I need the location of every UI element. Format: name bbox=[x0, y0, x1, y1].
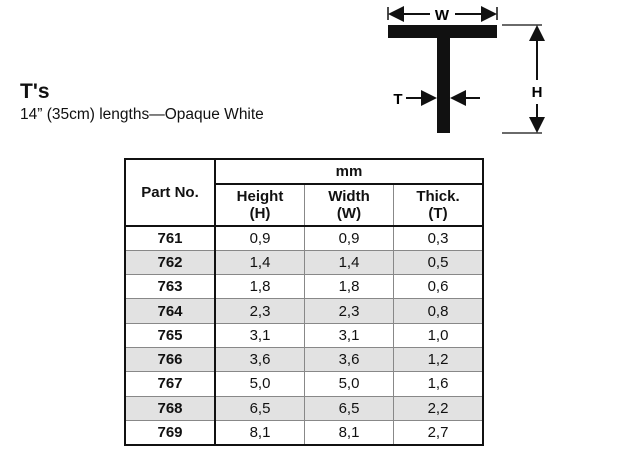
thickness-header: Thick. (T) bbox=[393, 183, 484, 227]
part-number: 768 bbox=[124, 395, 216, 421]
height-value: 5,0 bbox=[214, 371, 305, 397]
table-row: 764 2,3 2,3 0,8 bbox=[124, 298, 484, 324]
table-row: 762 1,4 1,4 0,5 bbox=[124, 249, 484, 276]
width-value: 1,8 bbox=[304, 274, 394, 300]
thickness-value: 2,7 bbox=[393, 419, 484, 446]
width-value: 8,1 bbox=[304, 419, 394, 446]
part-number: 762 bbox=[124, 249, 216, 276]
thickness-value: 0,6 bbox=[393, 274, 484, 300]
height-value: 8,1 bbox=[214, 419, 305, 446]
table-row: 767 5,0 5,0 1,6 bbox=[124, 371, 484, 397]
width-value: 3,6 bbox=[304, 346, 394, 373]
width-value: 2,3 bbox=[304, 298, 394, 324]
dimensions-table: Part No. mm Height (H) Width (W) Thick. (T)… bbox=[124, 158, 484, 446]
table-row: 769 8,1 8,1 2,7 bbox=[124, 419, 484, 446]
width-value: 1,4 bbox=[304, 249, 394, 276]
table-row: 766 3,6 3,6 1,2 bbox=[124, 346, 484, 373]
page-title: T's bbox=[20, 80, 50, 103]
part-number: 767 bbox=[124, 371, 216, 397]
t-label: T bbox=[393, 91, 402, 108]
width-value: 6,5 bbox=[304, 395, 394, 421]
unit-header: mm bbox=[214, 158, 484, 185]
height-value: 1,4 bbox=[214, 249, 305, 276]
thickness-value: 1,2 bbox=[393, 346, 484, 373]
thickness-value: 0,3 bbox=[393, 225, 484, 251]
table-row: 761 0,9 0,9 0,3 bbox=[124, 225, 484, 251]
table-row: 765 3,1 3,1 1,0 bbox=[124, 322, 484, 348]
thickness-value: 1,0 bbox=[393, 322, 484, 348]
part-no-header: Part No. bbox=[124, 158, 216, 227]
height-value: 1,8 bbox=[214, 274, 305, 300]
height-value: 6,5 bbox=[214, 395, 305, 421]
thickness-value: 0,5 bbox=[393, 249, 484, 276]
page-subtitle: 14” (35cm) lengths—Opaque White bbox=[20, 106, 264, 123]
part-number: 761 bbox=[124, 225, 216, 251]
t-profile-diagram: W H T bbox=[387, 6, 545, 134]
t-stem bbox=[437, 38, 450, 133]
width-value: 5,0 bbox=[304, 371, 394, 397]
height-value: 0,9 bbox=[214, 225, 305, 251]
part-number: 766 bbox=[124, 346, 216, 373]
part-number: 765 bbox=[124, 322, 216, 348]
thickness-value: 1,6 bbox=[393, 371, 484, 397]
height-value: 2,3 bbox=[214, 298, 305, 324]
part-number: 763 bbox=[124, 274, 216, 300]
w-label: W bbox=[435, 7, 450, 24]
thickness-value: 2,2 bbox=[393, 395, 484, 421]
table-row: 763 1,8 1,8 0,6 bbox=[124, 274, 484, 300]
t-flange bbox=[388, 25, 497, 38]
part-number: 769 bbox=[124, 419, 216, 446]
width-value: 3,1 bbox=[304, 322, 394, 348]
height-header: Height (H) bbox=[214, 183, 305, 227]
thickness-value: 0,8 bbox=[393, 298, 484, 324]
width-header: Width (W) bbox=[304, 183, 394, 227]
table-row: 768 6,5 6,5 2,2 bbox=[124, 395, 484, 421]
width-value: 0,9 bbox=[304, 225, 394, 251]
height-value: 3,1 bbox=[214, 322, 305, 348]
h-label: H bbox=[532, 84, 543, 101]
height-value: 3,6 bbox=[214, 346, 305, 373]
part-number: 764 bbox=[124, 298, 216, 324]
